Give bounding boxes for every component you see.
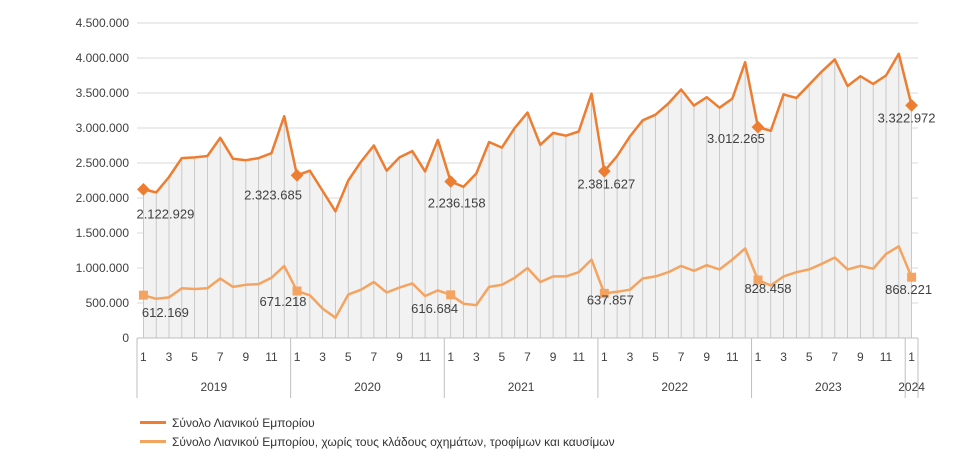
- y-tick-label: 1.500.000: [76, 226, 130, 240]
- y-tick-label: 3.500.000: [76, 86, 130, 100]
- marker-total: [444, 175, 458, 188]
- series-layer: [137, 52, 918, 319]
- data-label-total: 2.323.685: [244, 187, 302, 202]
- x-month-label: 5: [499, 350, 506, 364]
- x-month-label: 7: [217, 350, 224, 364]
- x-month-label: 11: [572, 350, 585, 364]
- x-month-label: 9: [857, 350, 864, 364]
- data-label-excluding: 637.857: [587, 292, 634, 307]
- legend-label-excluding: Σύνολο Λιανικού Εμπορίου, χωρίς τους κλά…: [172, 434, 615, 449]
- area-layer: [143, 53, 912, 339]
- data-label-excluding: 616.684: [411, 301, 458, 316]
- x-month-label: 1: [908, 350, 915, 364]
- x-year-label: 2024: [898, 380, 925, 394]
- data-label-total: 2.381.627: [577, 176, 635, 191]
- x-year-label: 2023: [815, 380, 842, 394]
- legend-swatch-total: [140, 421, 166, 424]
- marker-excluding: [907, 272, 917, 282]
- data-label-total: 2.122.929: [136, 206, 194, 221]
- x-year-label: 2019: [200, 380, 227, 394]
- x-month-label: 3: [627, 350, 634, 364]
- x-month-label: 9: [242, 350, 249, 364]
- data-label-layer: 2.122.929 2.323.685 2.236.158 2.381.627 3.01…: [136, 110, 935, 320]
- y-tick-label: 500.000: [86, 296, 130, 310]
- legend-swatch-excluding: [140, 440, 166, 443]
- x-year-label: 2022: [661, 380, 688, 394]
- y-tick-label: 4.000.000: [76, 51, 130, 65]
- data-label-total: 2.236.158: [428, 195, 486, 210]
- x-month-label: 1: [447, 350, 454, 364]
- marker-total: [137, 183, 150, 196]
- x-month-label: 5: [191, 350, 198, 364]
- data-label-excluding: 612.169: [142, 305, 189, 320]
- x-month-label: 11: [265, 350, 278, 364]
- x-month-label: 9: [396, 350, 403, 364]
- x-month-label: 9: [550, 350, 557, 364]
- marker-excluding: [753, 275, 763, 285]
- marker-excluding: [138, 290, 148, 300]
- y-tick-label: 2.500.000: [76, 156, 130, 170]
- marker-excluding: [446, 290, 456, 300]
- x-month-label: 5: [345, 350, 352, 364]
- data-label-total: 3.322.972: [878, 110, 936, 125]
- x-year-label: 2020: [354, 380, 381, 394]
- x-month-label: 3: [319, 350, 326, 364]
- marker-total: [290, 168, 304, 182]
- legend-item-excluding: Σύνολο Λιανικού Εμπορίου, χωρίς τους κλά…: [140, 432, 615, 451]
- x-month-label: 5: [652, 350, 659, 364]
- x-month-label: 3: [166, 350, 173, 364]
- y-tick-label: 0: [122, 331, 129, 345]
- legend: Σύνολο Λιανικού Εμπορίου Σύνολο Λιανικού…: [140, 413, 615, 451]
- x-month-label: 11: [419, 350, 432, 364]
- legend-label-total: Σύνολο Λιανικού Εμπορίου: [172, 415, 315, 430]
- data-label-excluding: 828.458: [744, 281, 791, 296]
- x-month-label: 7: [678, 350, 685, 364]
- series-excluding-line: [143, 245, 913, 319]
- data-label-excluding: 868.221: [885, 282, 932, 297]
- x-axis: 1 3 5 7 9 11 1 3 5 7 9 11 1 3 5 7 9 11 1 3 5 7 9 11 1 3 5 7 9 11 12019…: [136, 337, 925, 398]
- y-axis: 0 500.000 1.000.000 1.500.000 2.000.000 2.500…: [76, 16, 130, 345]
- x-month-label: 9: [703, 350, 710, 364]
- y-tick-label: 2.000.000: [76, 191, 130, 205]
- y-tick-label: 1.000.000: [76, 261, 130, 275]
- x-month-label: 1: [601, 350, 608, 364]
- marker-excluding: [292, 286, 302, 296]
- data-label-total: 3.012.265: [707, 131, 765, 146]
- series-total-line: [143, 52, 913, 213]
- x-month-label: 5: [806, 350, 813, 364]
- x-month-label: 7: [524, 350, 531, 364]
- x-month-label: 11: [726, 350, 739, 364]
- x-month-label: 11: [880, 350, 893, 364]
- legend-item-total: Σύνολο Λιανικού Εμπορίου: [140, 413, 615, 432]
- x-year-label: 2021: [508, 380, 535, 394]
- marker-excluding: [599, 288, 609, 298]
- y-tick-label: 4.500.000: [76, 16, 130, 30]
- x-month-label: 3: [473, 350, 480, 364]
- y-tick-label: 3.000.000: [76, 121, 130, 135]
- x-month-label: 1: [294, 350, 301, 364]
- x-month-label: 1: [755, 350, 762, 364]
- x-month-label: 7: [831, 350, 838, 364]
- x-month-label: 3: [780, 350, 787, 364]
- x-month-label: 1: [140, 350, 147, 364]
- data-label-excluding: 671.218: [260, 294, 307, 309]
- x-month-label: 7: [371, 350, 378, 364]
